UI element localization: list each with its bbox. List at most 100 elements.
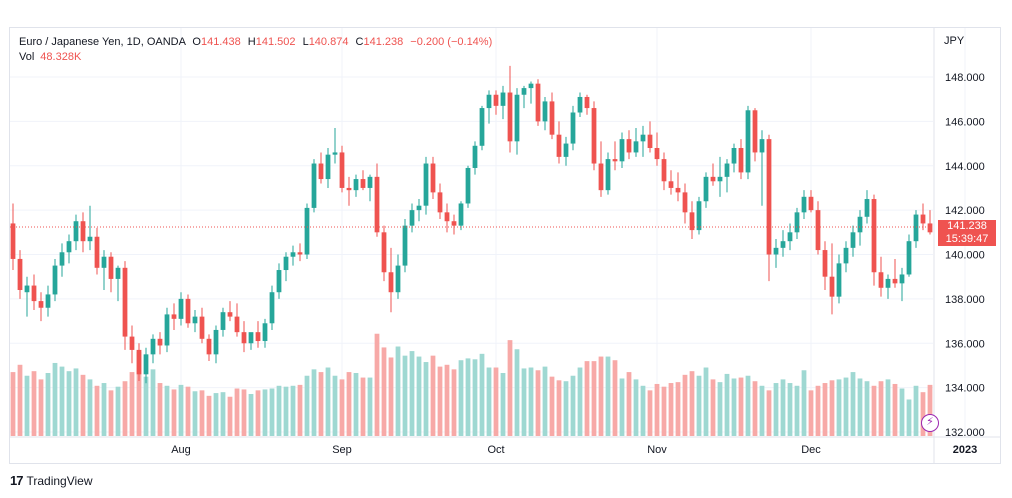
candle-body: [143, 354, 149, 375]
last-price-tag: 141.238 15:39:47: [938, 220, 996, 247]
candle-body: [892, 278, 898, 284]
volume-bar: [192, 391, 198, 436]
volume-bar: [493, 367, 499, 436]
candle-body: [367, 176, 373, 188]
candle-body: [241, 332, 247, 344]
volume-bar: [836, 379, 842, 436]
legend-low-value: 140.874: [308, 36, 349, 48]
volume-bar: [241, 389, 247, 436]
volume-bar: [178, 384, 184, 436]
volume-bar: [318, 372, 324, 436]
candle-body: [220, 312, 226, 330]
candle-body: [444, 212, 450, 222]
candle-body: [745, 110, 751, 173]
volume-bar: [696, 375, 702, 436]
candle-body: [829, 276, 835, 297]
candle-body: [710, 176, 716, 182]
candle-body: [101, 256, 107, 268]
lightning-icon[interactable]: ⚡: [921, 414, 939, 432]
volume-bar: [738, 377, 744, 436]
volume-bar: [500, 373, 506, 436]
volume-bar: [724, 373, 730, 436]
candle-body: [206, 338, 212, 355]
candle-body: [857, 216, 863, 233]
candle-body: [66, 241, 72, 253]
volume-bar: [584, 361, 590, 436]
volume-bar: [472, 359, 478, 436]
volume-bar: [220, 392, 226, 436]
candle-body: [801, 196, 807, 213]
volume-bar: [437, 366, 443, 436]
candle-body: [248, 332, 254, 344]
candle-body: [451, 221, 457, 226]
candle-body: [556, 134, 562, 157]
volume-bar: [339, 379, 345, 436]
candle-body: [430, 163, 436, 193]
volume-bar: [304, 375, 310, 436]
time-tick-label: Aug: [171, 444, 191, 456]
candle-body: [542, 101, 548, 122]
candle-body: [731, 148, 737, 164]
volume-label: Vol: [19, 51, 35, 63]
candle-body: [927, 223, 933, 233]
volume-bar: [857, 378, 863, 436]
candle-body: [388, 272, 394, 293]
price-tick-label: 144.000: [945, 161, 985, 173]
volume-bar: [878, 381, 884, 436]
volume-bar: [682, 374, 688, 436]
candle-body: [80, 221, 86, 242]
candle-body: [423, 163, 429, 206]
candle-body: [262, 323, 268, 342]
volume-bar: [689, 371, 695, 436]
candle-body: [682, 192, 688, 213]
volume-bar: [416, 356, 422, 436]
volume-bar: [640, 385, 646, 436]
volume-bar: [794, 385, 800, 436]
volume-bar: [451, 369, 457, 436]
volume-bar: [815, 385, 821, 436]
volume-bar: [290, 385, 296, 436]
volume-bar: [402, 355, 408, 436]
volume-bar: [367, 377, 373, 436]
volume-bar: [661, 386, 667, 436]
candle-body: [864, 199, 870, 217]
candle-body: [199, 316, 205, 339]
legend-symbol: Euro / Japanese Yen, 1D, OANDA: [19, 36, 186, 48]
candle-body: [878, 272, 884, 288]
volume-bar: [73, 368, 79, 436]
volume-bar: [381, 347, 387, 436]
candle-body: [563, 143, 569, 157]
candle-body: [507, 92, 513, 142]
volume-bar: [199, 390, 205, 436]
candle-body: [493, 94, 499, 106]
volume-bar: [262, 389, 268, 436]
legend-close-label: C: [355, 36, 364, 48]
candle-body: [255, 332, 261, 342]
candle-body: [535, 83, 541, 122]
volume-bar: [556, 380, 562, 436]
volume-bar: [731, 378, 737, 436]
candle-body: [318, 163, 324, 180]
candle-body: [773, 247, 779, 255]
volume-bar: [66, 371, 72, 436]
volume-bar: [283, 386, 289, 436]
candle-body: [10, 223, 16, 259]
candle-body: [689, 212, 695, 231]
footer-branding[interactable]: 17 TradingView: [10, 473, 93, 488]
volume-bar: [150, 369, 156, 436]
volume-bar: [24, 375, 30, 436]
volume-bar: [80, 374, 86, 436]
candle-body: [906, 241, 912, 275]
volume-bar: [276, 385, 282, 436]
candle-body: [465, 167, 471, 204]
volume-bar: [185, 386, 191, 436]
candle-body: [45, 294, 51, 308]
volume-bar: [703, 367, 709, 436]
candle-body: [304, 207, 310, 255]
candle-body: [633, 141, 639, 153]
volume-bar: [920, 392, 926, 436]
legend-high-value: 141.502: [255, 36, 296, 48]
candle-body: [759, 139, 765, 153]
candle-body: [185, 298, 191, 324]
